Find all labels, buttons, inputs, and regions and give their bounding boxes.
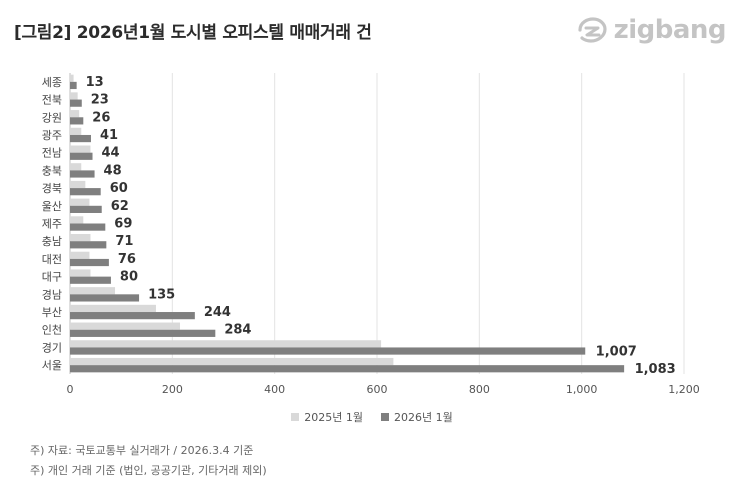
bar-2025 (70, 127, 82, 135)
bar-2025 (70, 180, 86, 189)
bar-2026 (70, 117, 84, 125)
chart-title: [그림2] 2026년1월 도시별 오피스텔 매매거래 건 (14, 23, 372, 43)
bar-2026 (70, 294, 140, 302)
bar-2026 (70, 276, 111, 284)
category-label: 충남 (42, 235, 62, 248)
legend-label-2025: 2025년 1월 (304, 411, 363, 424)
bar-2026 (70, 329, 216, 337)
data-label: 13 (86, 75, 104, 90)
bar-2025 (70, 216, 84, 224)
category-label: 대전 (42, 253, 62, 266)
bar-2025 (70, 287, 116, 295)
category-label: 광주 (42, 129, 62, 142)
bar-2025 (70, 357, 394, 366)
bar-2025 (70, 198, 90, 206)
bar-2026 (70, 152, 93, 160)
category-label: 강원 (42, 111, 62, 124)
bar-2026 (70, 81, 77, 90)
bars (70, 74, 625, 373)
bar-2026 (70, 205, 102, 213)
category-label: 전북 (42, 94, 62, 107)
data-label: 44 (102, 146, 120, 161)
bar-2025 (70, 322, 181, 330)
bar-2026 (70, 258, 109, 267)
data-label: 71 (115, 234, 133, 249)
data-label: 48 (104, 163, 122, 178)
bar-2025 (70, 74, 74, 82)
category-label: 서울 (42, 359, 62, 372)
zigbang-logo-icon (577, 17, 607, 43)
bar-2026 (70, 241, 107, 249)
bar-2026 (70, 312, 195, 320)
data-label: 1,007 (596, 344, 637, 359)
data-label: 80 (120, 270, 138, 285)
data-label: 23 (91, 93, 109, 108)
x-tick-label: 400 (264, 383, 285, 396)
bar-2025 (70, 269, 91, 277)
data-label: 244 (204, 305, 231, 320)
data-label: 26 (92, 110, 110, 125)
category-label: 경북 (42, 182, 62, 195)
legend-item-2026: 2026년 1월 (381, 409, 453, 425)
category-label: 부산 (42, 306, 62, 319)
category-label: 충북 (42, 164, 62, 177)
bar-2026 (70, 347, 586, 355)
category-label: 제주 (42, 218, 62, 231)
bar-2025 (70, 304, 156, 313)
bar-2025 (70, 340, 382, 348)
bar-2025 (70, 163, 82, 171)
bar-2026 (70, 134, 91, 143)
x-tick-label: 1,000 (566, 383, 598, 396)
bar-2026 (70, 365, 625, 373)
bar-2025 (70, 234, 91, 242)
data-label: 69 (114, 217, 132, 232)
bar-2026 (70, 170, 95, 178)
category-label: 대구 (42, 271, 62, 284)
legend-swatch-2026 (381, 413, 389, 421)
legend-item-2025: 2025년 1월 (291, 409, 363, 425)
data-label: 62 (111, 199, 129, 214)
x-tick-label: 800 (469, 383, 490, 396)
footnote-basis: 주) 개인 거래 기준 (법인, 공공기관, 기타거래 제외) (30, 464, 267, 477)
bar-chart: 0 200 400 600 800 1,000 1,200 세종 13 전북 23 강원 26 광주 41 전… (42, 73, 700, 396)
category-label: 세종 (42, 76, 62, 89)
bar-2026 (70, 99, 82, 107)
category-label: 울산 (42, 200, 62, 213)
bar-2025 (70, 145, 91, 153)
category-label: 경기 (42, 341, 62, 354)
footnote-source: 주) 자료: 국토교통부 실거래가 / 2026.3.4 기준 (30, 444, 254, 457)
bar-2025 (70, 110, 80, 118)
logo: zigbang (576, 15, 727, 45)
legend-label-2026: 2026년 1월 (394, 411, 453, 424)
logo-text: zigbang (613, 15, 727, 45)
legend: 2025년 1월 2026년 1월 (0, 409, 744, 425)
data-label: 41 (100, 128, 118, 143)
x-tick-label: 1,200 (668, 383, 700, 396)
data-label: 135 (148, 287, 175, 302)
x-tick-label: 600 (367, 383, 388, 396)
category-label: 인천 (42, 323, 62, 337)
data-label: 76 (118, 252, 136, 267)
data-label: 60 (110, 181, 128, 196)
x-tick-label: 200 (162, 383, 183, 396)
data-label: 284 (224, 323, 251, 338)
x-tick-label: 0 (67, 383, 74, 396)
category-label: 전남 (42, 147, 62, 160)
bar-2026 (70, 223, 106, 231)
data-label: 1,083 (635, 362, 676, 377)
legend-swatch-2025 (291, 413, 300, 421)
bar-2025 (70, 92, 78, 100)
bar-2025 (70, 251, 90, 259)
labels: 0 200 400 600 800 1,000 1,200 세종 13 전북 23 강원 26 광주 41 전… (42, 75, 700, 396)
footnotes: 주) 자료: 국토교통부 실거래가 / 2026.3.4 기준 주) 개인 거래… (30, 441, 267, 481)
category-label: 경남 (42, 288, 62, 301)
bar-2026 (70, 188, 101, 196)
